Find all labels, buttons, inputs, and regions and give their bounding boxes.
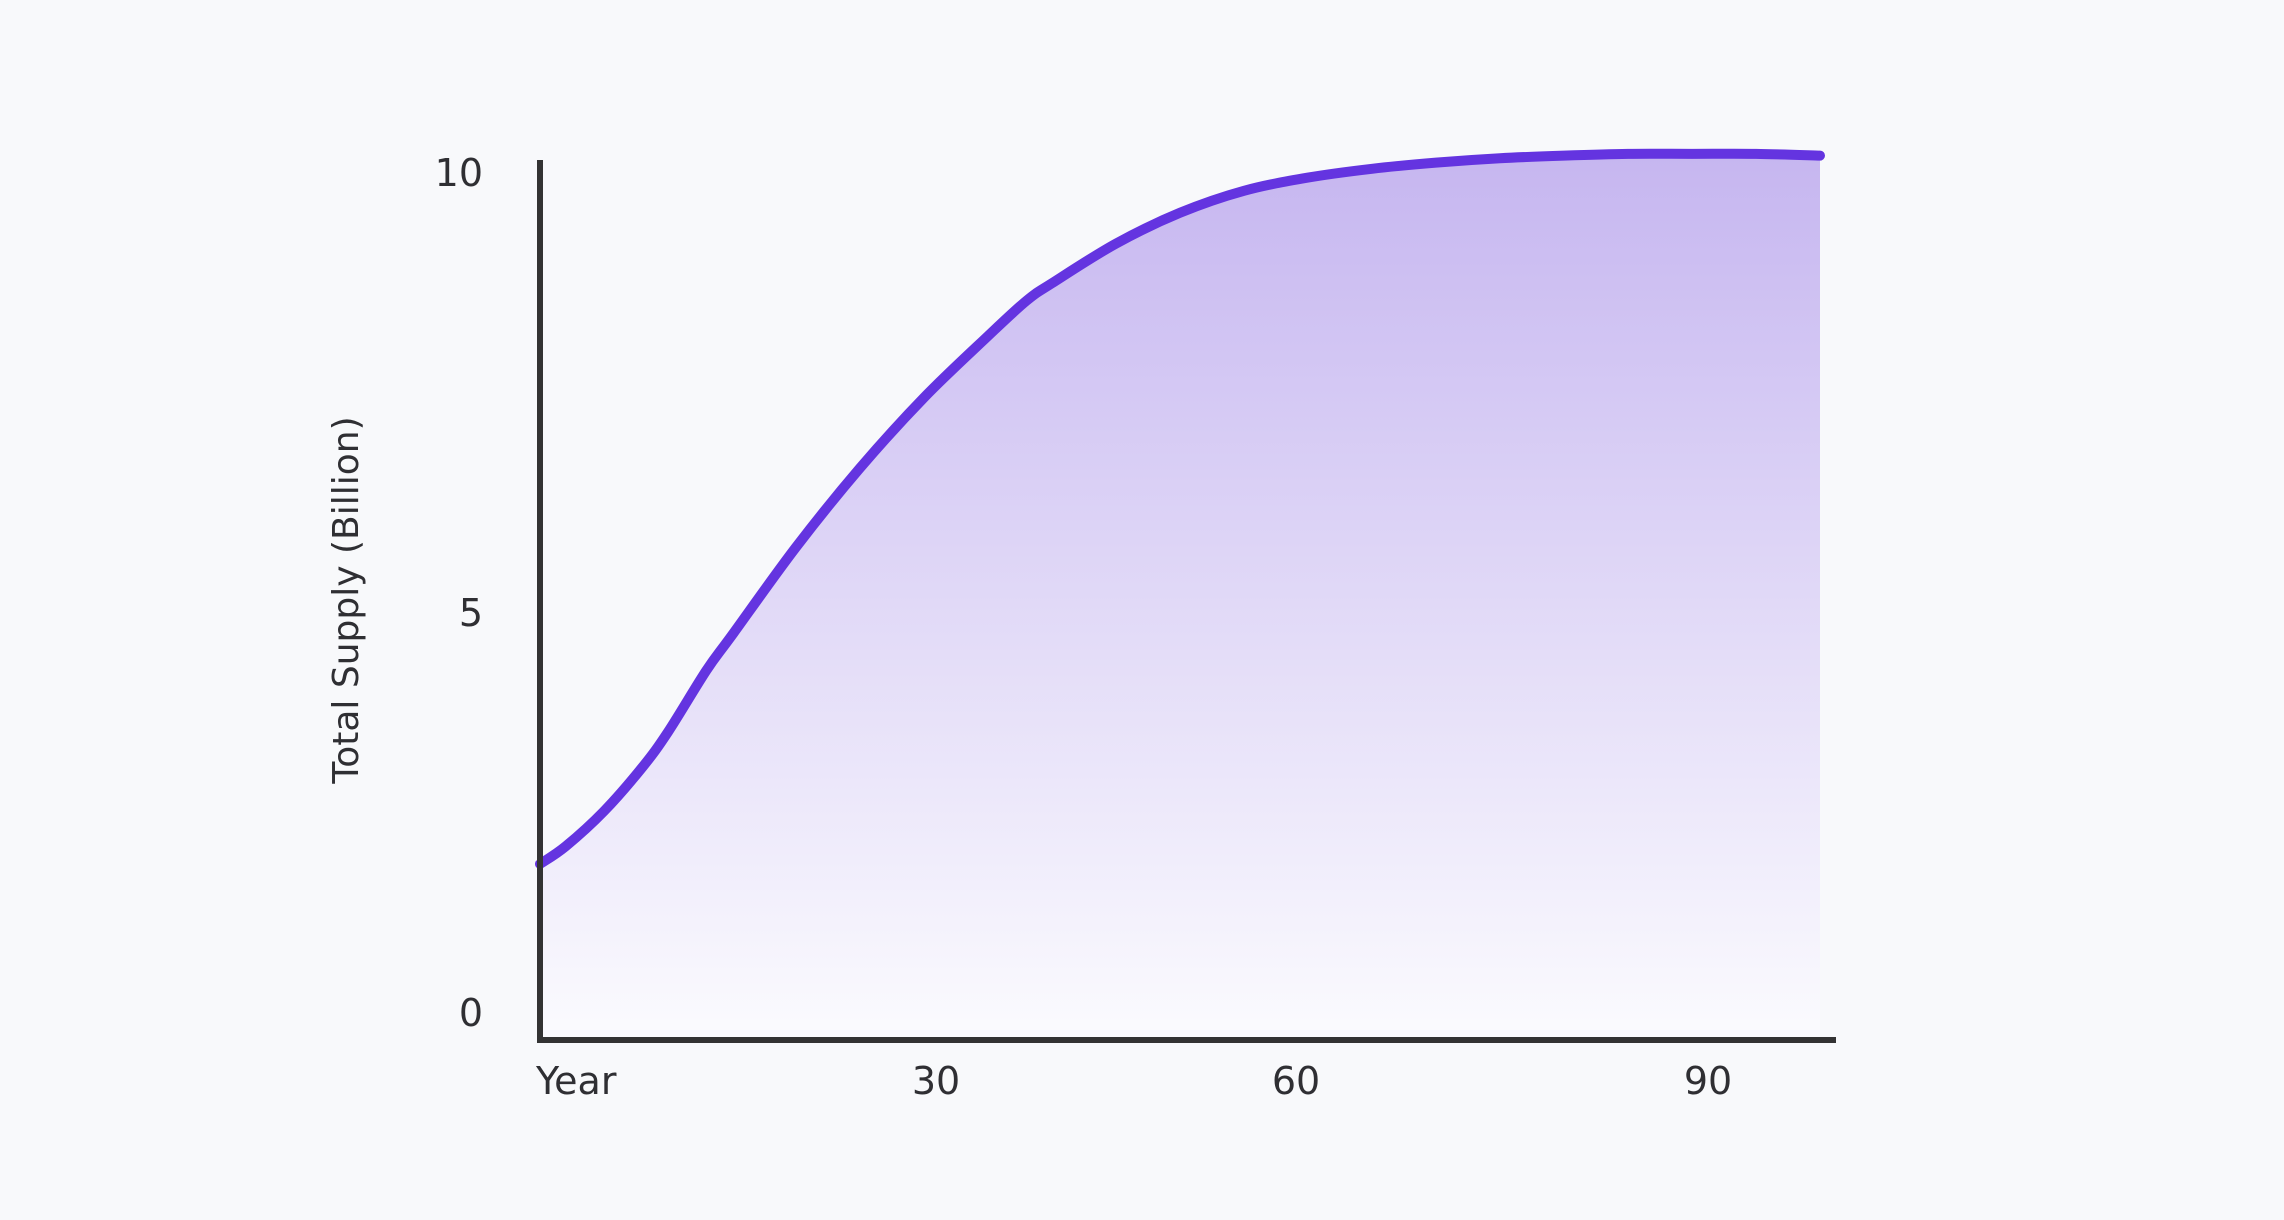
y-tick-label: 0 bbox=[459, 991, 483, 1035]
x-tick-label: 60 bbox=[1272, 1059, 1320, 1103]
series-line bbox=[535, 148, 1825, 869]
series-area bbox=[540, 153, 1820, 1041]
x-tick-label: 90 bbox=[1684, 1059, 1732, 1103]
x-tick-label: 30 bbox=[912, 1059, 960, 1103]
x-tick-label: Year bbox=[535, 1059, 617, 1103]
y-tick-label: 10 bbox=[435, 151, 483, 195]
y-axis-label: Total Supply (Billion) bbox=[326, 416, 367, 784]
y-tick-label: 5 bbox=[459, 591, 483, 635]
